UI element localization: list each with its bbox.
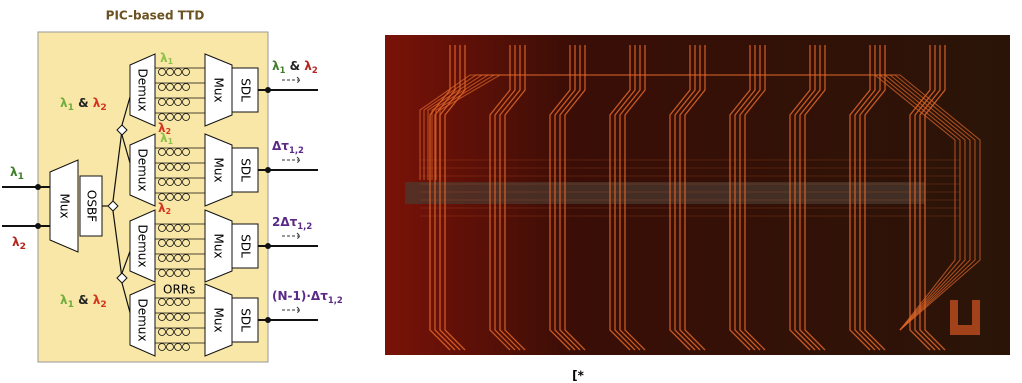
- output-label: 2Δτ1,2: [272, 215, 312, 231]
- demux-label: Demux: [136, 224, 150, 267]
- rings-label: ORRs: [163, 283, 195, 297]
- text-part: &: [74, 96, 93, 110]
- sdl-label: SDL: [239, 78, 253, 102]
- figure: PIC-based TTD [* λ1λ2MuxOSBFλ1 & λ2λ1 & …: [0, 0, 1022, 383]
- arrow: [282, 233, 300, 239]
- text-part: 2: [100, 103, 106, 113]
- input-label: λ2: [12, 235, 26, 252]
- sdl-label: SDL: [239, 308, 253, 332]
- output-label: λ1 & λ2: [272, 59, 318, 75]
- text-part: 1,2: [289, 145, 304, 155]
- text-part: 1: [18, 172, 24, 182]
- text-part: 2: [312, 65, 318, 75]
- junction: [35, 223, 41, 229]
- sdl-label: SDL: [239, 158, 253, 182]
- input-mux-label: Mux: [58, 193, 72, 218]
- text-part: 1,2: [297, 221, 312, 231]
- demux-label: Demux: [136, 298, 150, 341]
- text-part: 2: [166, 207, 171, 216]
- mux-label: Mux: [212, 77, 226, 102]
- demux-label: Demux: [136, 148, 150, 191]
- title: PIC-based TTD: [106, 9, 205, 23]
- text-part: 1: [168, 57, 173, 66]
- junction: [265, 87, 271, 93]
- junction: [265, 317, 271, 323]
- caption: [*: [572, 369, 584, 383]
- input-label: λ1: [10, 165, 24, 182]
- waveguide-band: [405, 182, 925, 204]
- text-part: 2Δτ: [272, 215, 298, 229]
- junction: [35, 184, 41, 190]
- demux-label: Demux: [136, 68, 150, 111]
- text-part: &: [285, 59, 304, 73]
- text-part: 2: [100, 300, 106, 310]
- arrow: [282, 307, 300, 313]
- page: PIC-based TTD [* λ1λ2MuxOSBFλ1 & λ2λ1 & …: [0, 0, 1022, 383]
- mux-label: Mux: [212, 233, 226, 258]
- text-part: Δτ: [272, 139, 289, 153]
- mux-label: Mux: [212, 157, 226, 182]
- sdl-label: SDL: [239, 234, 253, 258]
- text-part: 1,2: [328, 295, 343, 305]
- output-label: (N-1)·Δτ1,2: [272, 289, 343, 305]
- mux-label: Mux: [212, 307, 226, 332]
- output-label: Δτ1,2: [272, 139, 304, 155]
- text-part: 2: [20, 242, 26, 252]
- junction: [265, 243, 271, 249]
- osbf-label: OSBF: [85, 190, 99, 222]
- arrow: [282, 157, 300, 163]
- text-part: (N-1)·Δτ: [272, 289, 328, 303]
- arrow: [282, 77, 300, 83]
- junction: [265, 167, 271, 173]
- text-part: &: [74, 293, 93, 307]
- text-part: 1: [168, 137, 173, 146]
